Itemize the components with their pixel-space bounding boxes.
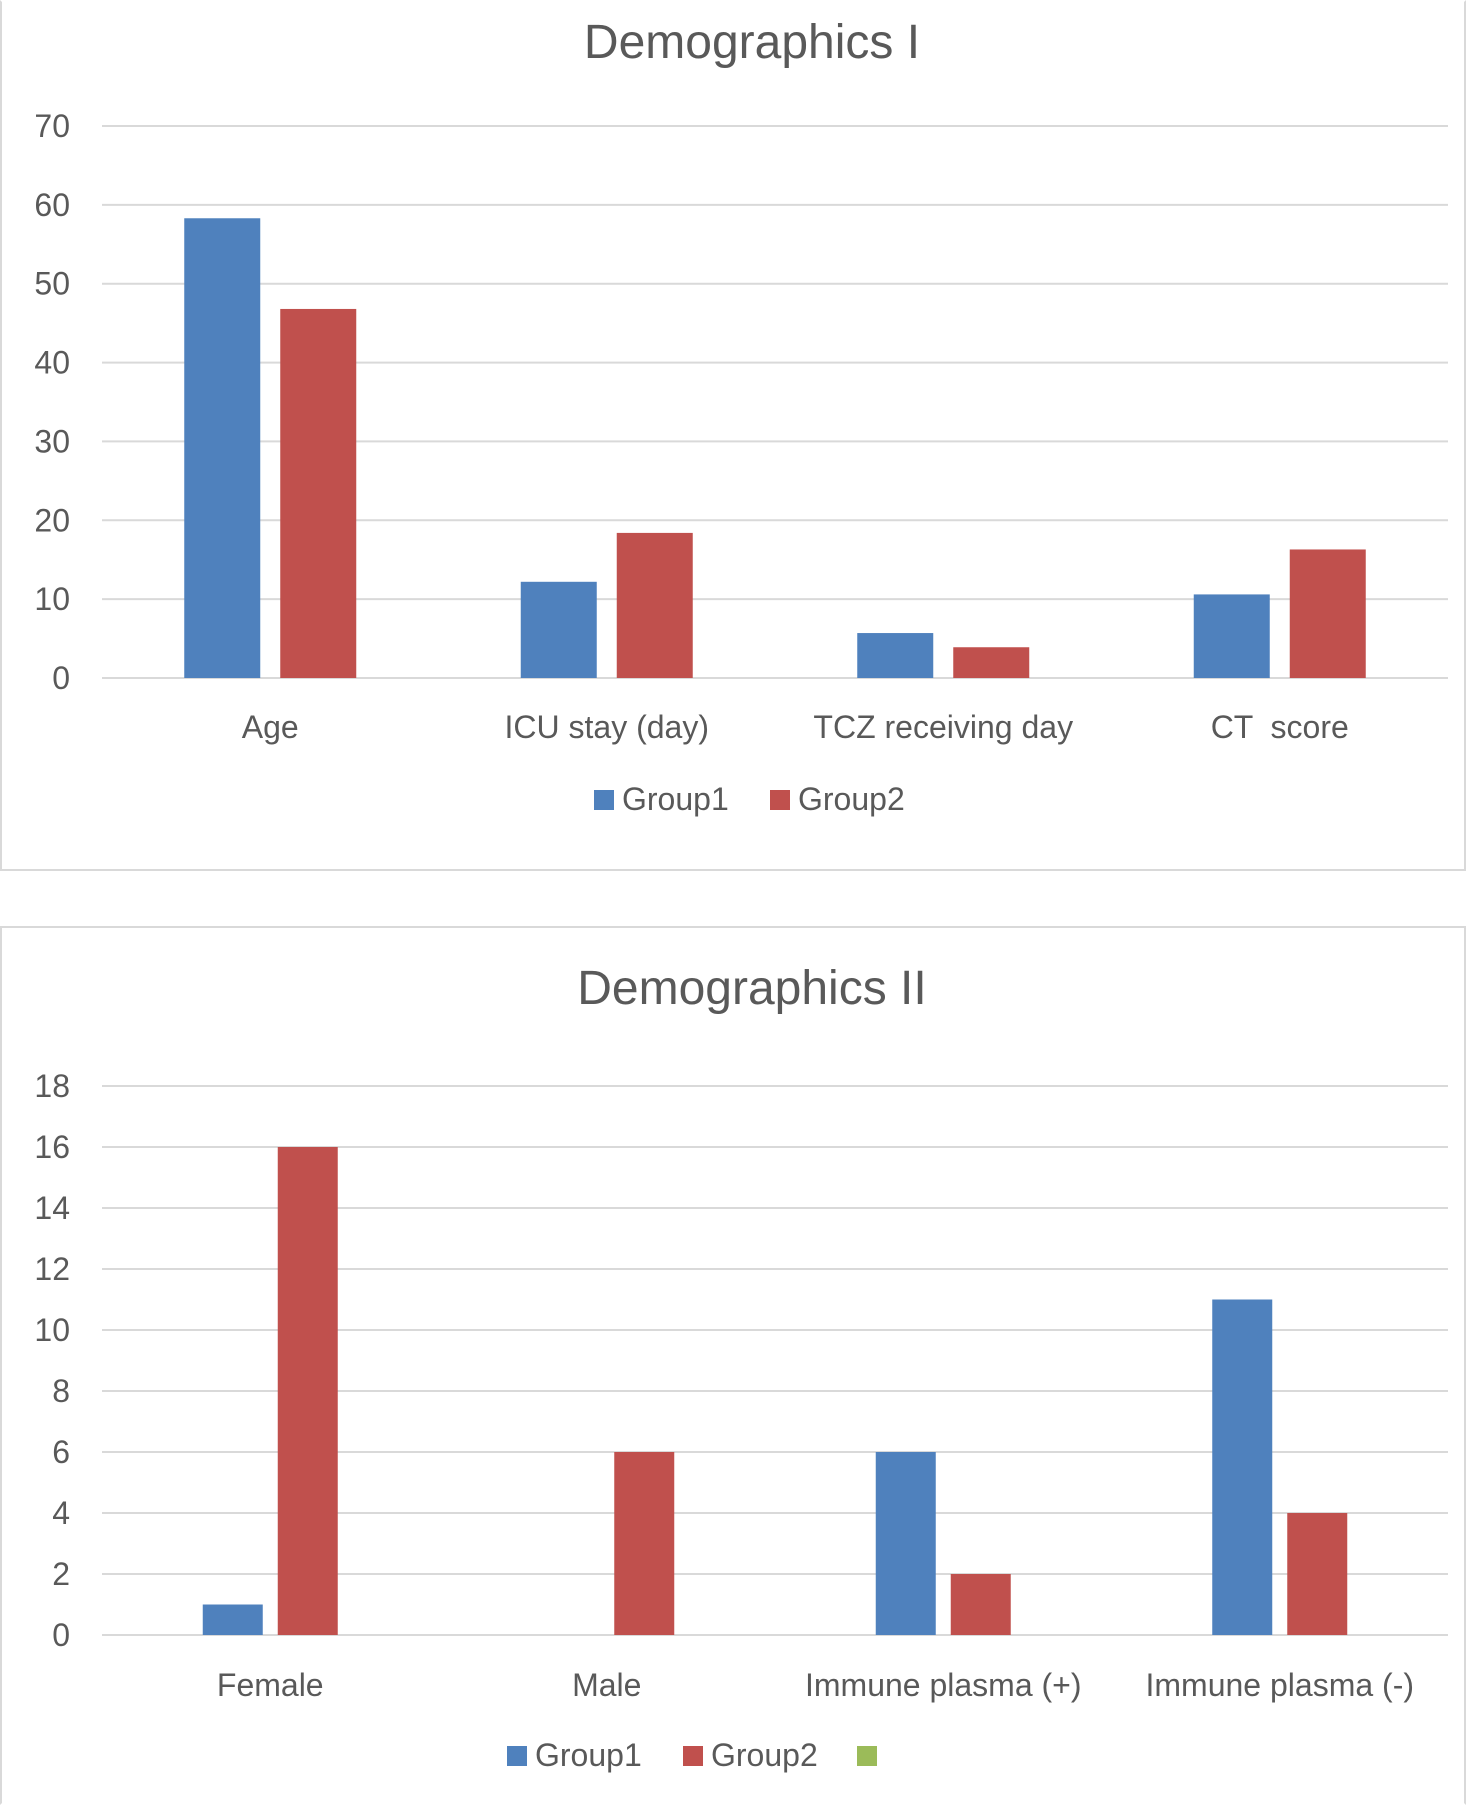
chart-panel-demographics-1: Demographics I 0 10 20 30 40 50 60 70 Age ICU sta… xyxy=(0,0,1466,871)
bar-group2-2 xyxy=(953,647,1030,678)
y-tick-label: 20 xyxy=(34,502,70,538)
bar-group1-1 xyxy=(520,581,597,678)
y-tick-label: 2 xyxy=(52,1556,70,1592)
x-category-label: CT score xyxy=(1211,709,1349,745)
legend-label: Group2 xyxy=(798,781,905,817)
y-tick-label: 10 xyxy=(34,1312,70,1348)
y-tick-label: 0 xyxy=(52,1617,70,1653)
bar-chart-demographics-1: Demographics I 0 10 20 30 40 50 60 70 Age ICU sta… xyxy=(34,16,1448,817)
y-tick-label: 6 xyxy=(52,1434,70,1470)
legend-swatch xyxy=(770,790,790,810)
bar-chart-demographics-2: Demographics II 0 2 4 6 8 10 12 14 16 18 Female Mal… xyxy=(34,962,1448,1773)
legend-swatch xyxy=(857,1746,877,1766)
x-category-label: Male xyxy=(572,1667,641,1703)
y-tick-label: 16 xyxy=(34,1129,70,1165)
bar-group1-0 xyxy=(184,218,261,678)
bar-group2-3 xyxy=(1289,549,1366,678)
y-tick-label: 10 xyxy=(34,581,70,617)
legend-swatch xyxy=(507,1746,527,1766)
bar-group2-1 xyxy=(616,532,693,678)
bar-group2-0 xyxy=(280,308,357,678)
bar-group1-3 xyxy=(1212,1299,1273,1635)
bar-group1-2 xyxy=(875,1452,936,1635)
y-tick-label: 4 xyxy=(52,1495,70,1531)
bar-group2-0 xyxy=(277,1147,338,1635)
legend-swatch xyxy=(594,790,614,810)
y-tick-label: 18 xyxy=(34,1068,70,1104)
bar-group2-3 xyxy=(1287,1513,1348,1635)
y-tick-label: 40 xyxy=(34,345,70,381)
bar-group2-2 xyxy=(950,1574,1011,1635)
y-tick-label: 0 xyxy=(52,660,70,696)
chart-panel-demographics-2: Demographics II 0 2 4 6 8 10 12 14 16 18 Female Mal… xyxy=(0,926,1466,1805)
legend-label: Group1 xyxy=(622,781,729,817)
x-category-label: Age xyxy=(242,709,299,745)
chart-title: Demographics II xyxy=(577,962,926,1015)
x-category-label: ICU stay (day) xyxy=(505,709,709,745)
legend-swatch xyxy=(683,1746,703,1766)
x-category-label: Immune plasma (-) xyxy=(1146,1667,1415,1703)
y-tick-label: 70 xyxy=(34,108,70,144)
x-category-label: Female xyxy=(217,1667,324,1703)
bar-group1-3 xyxy=(1193,594,1270,678)
legend-label: Group2 xyxy=(711,1737,818,1773)
y-tick-label: 14 xyxy=(34,1190,70,1226)
x-category-label: Immune plasma (+) xyxy=(805,1667,1082,1703)
bar-group1-2 xyxy=(857,633,934,678)
bar-group2-1 xyxy=(614,1452,675,1635)
y-tick-label: 12 xyxy=(34,1251,70,1287)
y-tick-label: 8 xyxy=(52,1373,70,1409)
x-category-label: TCZ receiving day xyxy=(813,709,1073,745)
bar-group1-0 xyxy=(202,1604,263,1635)
y-tick-label: 30 xyxy=(34,423,70,459)
legend-label: Group1 xyxy=(535,1737,642,1773)
y-tick-label: 60 xyxy=(34,187,70,223)
y-tick-label: 50 xyxy=(34,266,70,302)
chart-title: Demographics I xyxy=(584,16,920,69)
